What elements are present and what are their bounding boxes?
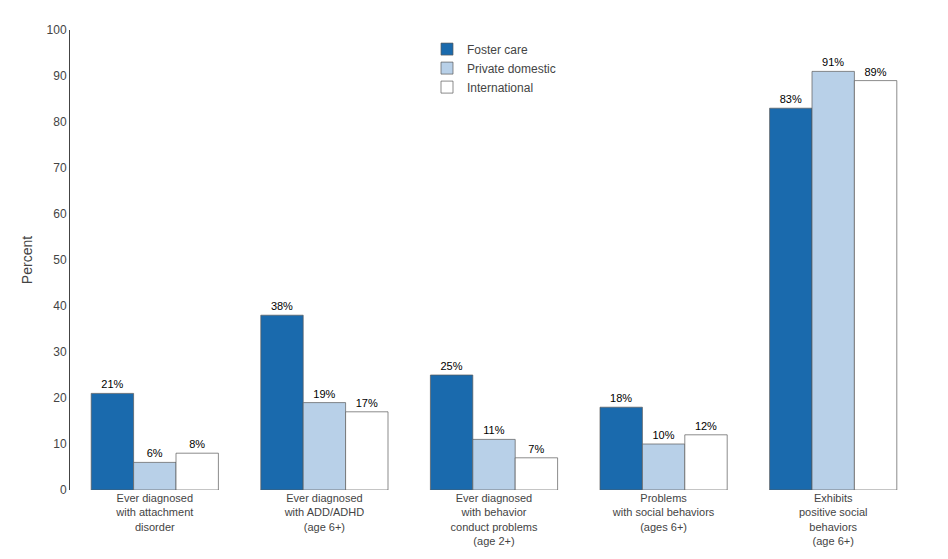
svg-text:20: 20 <box>53 391 67 405</box>
svg-text:8%: 8% <box>189 438 205 450</box>
svg-text:17%: 17% <box>356 397 378 409</box>
svg-text:7%: 7% <box>528 443 544 455</box>
svg-text:60: 60 <box>53 207 67 221</box>
svg-text:89%: 89% <box>864 66 886 78</box>
svg-text:40: 40 <box>53 299 67 313</box>
svg-text:83%: 83% <box>780 93 802 105</box>
svg-text:91%: 91% <box>822 56 844 68</box>
svg-text:0: 0 <box>60 483 67 497</box>
svg-text:Foster care: Foster care <box>467 43 528 57</box>
svg-text:6%: 6% <box>147 447 163 459</box>
svg-text:Private domestic: Private domestic <box>467 62 556 76</box>
svg-text:10: 10 <box>53 437 67 451</box>
svg-text:10%: 10% <box>652 429 674 441</box>
svg-text:80: 80 <box>53 115 67 129</box>
svg-text:Ever diagnosedwith ADD/ADHD(ag: Ever diagnosedwith ADD/ADHD(age 6+) <box>284 492 365 533</box>
svg-text:Exhibitspositive socialbehavio: Exhibitspositive socialbehaviors(age 6+) <box>799 492 867 547</box>
svg-text:International: International <box>467 81 533 95</box>
svg-text:11%: 11% <box>483 424 504 436</box>
svg-text:Ever diagnosedwith behaviorcon: Ever diagnosedwith behaviorconduct probl… <box>451 492 538 547</box>
svg-text:100: 100 <box>47 23 67 37</box>
svg-text:12%: 12% <box>695 420 717 432</box>
svg-text:50: 50 <box>53 253 67 267</box>
svg-text:Problemswith social behaviors(: Problemswith social behaviors(ages 6+) <box>612 492 715 533</box>
svg-text:Percent: Percent <box>19 236 35 284</box>
svg-text:70: 70 <box>53 161 67 175</box>
svg-text:Ever diagnosedwith attachmentd: Ever diagnosedwith attachmentdisorder <box>115 492 193 533</box>
svg-text:18%: 18% <box>610 392 632 404</box>
svg-text:90: 90 <box>53 69 67 83</box>
svg-text:38%: 38% <box>271 300 293 312</box>
svg-text:30: 30 <box>53 345 67 359</box>
svg-text:25%: 25% <box>440 360 462 372</box>
svg-text:19%: 19% <box>313 388 335 400</box>
svg-text:21%: 21% <box>101 378 123 390</box>
